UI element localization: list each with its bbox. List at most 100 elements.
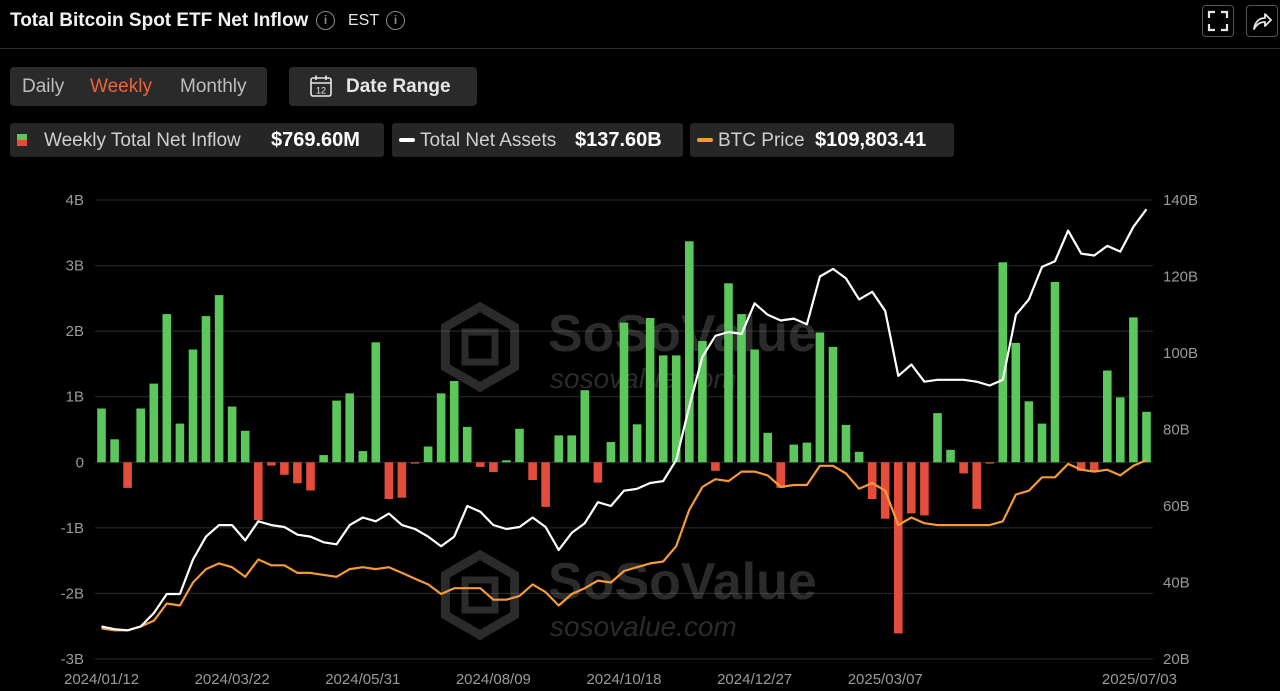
inflow-bar xyxy=(502,460,511,463)
inflow-bar xyxy=(410,462,420,464)
inflow-bar xyxy=(580,390,590,463)
inflow-bar xyxy=(449,381,459,463)
date-range-button[interactable]: 12 Date Range xyxy=(289,67,477,106)
inflow-bar xyxy=(854,451,864,463)
x-tick-label: 2024/01/12 xyxy=(64,671,139,688)
fullscreen-button[interactable] xyxy=(1202,5,1234,37)
inflow-bar xyxy=(280,462,289,475)
btc-price-line xyxy=(101,459,1147,632)
inflow-bar xyxy=(462,426,472,463)
watermark-logo-inner xyxy=(461,576,499,614)
inflow-bar xyxy=(776,462,785,488)
y-left-tick-label: 4B xyxy=(66,192,84,209)
calendar-day: 12 xyxy=(316,86,326,96)
inflow-bar xyxy=(332,400,341,463)
inflow-bar xyxy=(1037,423,1047,463)
inflow-bar xyxy=(149,383,159,463)
y-left-tick-label: 0 xyxy=(76,454,84,471)
share-button[interactable] xyxy=(1246,5,1278,37)
inflow-bar xyxy=(711,462,720,471)
legend-price[interactable]: BTC Price $109,803.41 xyxy=(690,123,954,157)
inflow-bar xyxy=(489,462,498,473)
inflow-bar xyxy=(371,342,381,463)
inflow-bar xyxy=(933,413,942,463)
inflow-bar xyxy=(894,462,903,634)
inflow-bar xyxy=(1142,411,1151,463)
inflow-bar xyxy=(1076,462,1086,471)
y-left-tick-label: 2B xyxy=(66,323,84,340)
legend-inflow[interactable]: Weekly Total Net Inflow $769.60M xyxy=(10,123,384,157)
inflow-bar xyxy=(841,424,851,463)
period-tab-monthly[interactable]: Monthly xyxy=(180,76,247,97)
legend-inflow-label: Weekly Total Net Inflow xyxy=(44,130,241,151)
inflow-bar xyxy=(998,262,1008,463)
inflow-bar xyxy=(946,449,955,463)
x-tick-label: 2025/03/07 xyxy=(848,671,923,688)
inflow-bar xyxy=(1129,317,1138,463)
series-lines xyxy=(101,208,1148,632)
inflow-bar xyxy=(358,451,368,463)
inflow-bar xyxy=(828,346,838,463)
x-tick-label: 2024/08/09 xyxy=(456,671,531,688)
inflow-bar xyxy=(985,462,994,464)
x-tick-label: 2025/07/03 xyxy=(1102,671,1177,688)
watermark-logo-inner xyxy=(461,328,499,366)
y-right-tick-label: 60B xyxy=(1163,498,1190,515)
inflow-bar xyxy=(423,446,433,463)
axis-labels: 4B 3B 2B 1B 0 -1B -2B -3B 140B 120B 100B 80B 60B 40B 2… xyxy=(61,192,1198,688)
inflow-bar xyxy=(1024,401,1034,463)
inflow-bar xyxy=(97,408,106,463)
inflow-bar xyxy=(136,408,145,463)
inflow-bar xyxy=(345,393,354,463)
inflow-bar xyxy=(737,314,746,463)
share-icon xyxy=(1253,13,1272,30)
inflow-bar xyxy=(541,462,550,507)
inflow-bar xyxy=(240,430,250,463)
y-left-tick-label: -1B xyxy=(61,520,84,537)
inflow-bar xyxy=(959,462,968,474)
legend-assets[interactable]: Total Net Assets $137.60B xyxy=(392,123,683,157)
inflow-bar xyxy=(214,295,224,463)
inflow-bar xyxy=(1103,370,1112,463)
fullscreen-icon xyxy=(1207,10,1229,32)
timezone-info-icon[interactable]: i xyxy=(386,11,405,30)
inflow-bar xyxy=(632,424,642,463)
watermark-url: sosovalue.com xyxy=(550,611,737,642)
inflow-bar xyxy=(789,444,799,463)
chart-header: Total Bitcoin Spot ETF Net Inflow i EST … xyxy=(0,0,1280,49)
period-tab-weekly[interactable]: Weekly xyxy=(90,76,152,97)
y-right-tick-label: 120B xyxy=(1163,269,1198,286)
y-left-tick-label: 3B xyxy=(66,258,84,275)
calendar-icon: 12 xyxy=(310,75,332,97)
legend-inflow-value: $769.60M xyxy=(271,129,360,151)
info-icon[interactable]: i xyxy=(316,11,335,30)
inflow-bars xyxy=(97,241,1151,634)
inflow-bar xyxy=(515,428,524,463)
x-tick-label: 2024/12/27 xyxy=(717,671,792,688)
inflow-swatch xyxy=(17,134,27,146)
inflow-bar xyxy=(1089,462,1099,471)
inflow-bar xyxy=(306,462,315,491)
inflow-bar xyxy=(867,462,877,499)
y-right-tick-label: 140B xyxy=(1163,192,1198,209)
inflow-bar xyxy=(619,322,629,463)
timezone-label: EST xyxy=(348,12,380,29)
inflow-bar xyxy=(658,355,668,463)
period-tab-daily[interactable]: Daily xyxy=(22,76,65,97)
y-right-tick-label: 80B xyxy=(1163,422,1190,439)
inflow-bar xyxy=(815,332,825,463)
legend-price-value: $109,803.41 xyxy=(815,129,927,151)
x-tick-label: 2024/10/18 xyxy=(586,671,661,688)
y-right-tick-label: 40B xyxy=(1163,575,1190,592)
inflow-bar xyxy=(750,349,759,463)
inflow-bar xyxy=(763,432,772,463)
inflow-bar xyxy=(698,341,707,463)
x-tick-label: 2024/03/22 xyxy=(195,671,270,688)
y-left-tick-label: -2B xyxy=(61,585,84,602)
inflow-bar xyxy=(162,314,172,463)
inflow-bar xyxy=(724,283,733,463)
